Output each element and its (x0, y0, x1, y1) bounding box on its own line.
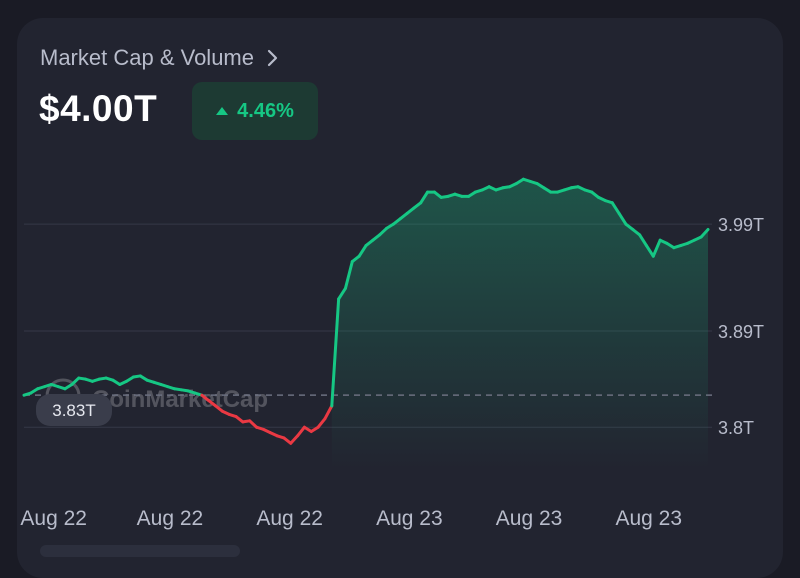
x-tick-label: Aug 23 (615, 507, 682, 530)
y-tick-label: 3.99T (718, 215, 764, 235)
chevron-right-icon (267, 49, 278, 67)
series-segment (337, 286, 347, 301)
change-percent: 4.46% (237, 99, 294, 122)
series-segment (617, 211, 628, 226)
x-tick-label: Aug 23 (376, 507, 443, 530)
x-tick-label: Aug 22 (256, 507, 323, 530)
series-segment (644, 244, 655, 258)
series-segment (323, 404, 334, 421)
series-segment (378, 226, 389, 237)
series-segment (610, 201, 621, 215)
series-segment (357, 244, 368, 258)
y-tick-label: 3.8T (718, 418, 754, 438)
series-segment (289, 434, 300, 445)
series-segment (343, 260, 354, 290)
market-cap-value: $4.00T (39, 88, 158, 129)
x-tick-label: Aug 22 (20, 507, 87, 530)
baseline-label: 3.83T (52, 401, 95, 420)
market-cap-volume-link[interactable]: Market Cap & Volume (40, 45, 282, 71)
series-segment (330, 297, 341, 408)
y-tick-label: 3.89T (718, 322, 764, 342)
bottom-strip (40, 545, 240, 557)
change-badge: 4.46% (192, 82, 318, 140)
series-segment (70, 376, 81, 386)
x-tick-label: Aug 22 (137, 507, 204, 530)
series-segment (699, 227, 710, 239)
series-segment (296, 425, 306, 438)
baseline-label-pill (36, 394, 112, 426)
series-segment (638, 233, 648, 248)
header-title: Market Cap & Volume (40, 45, 254, 70)
arrow-up-icon (216, 107, 229, 115)
x-tick-label: Aug 23 (496, 507, 563, 530)
series-segment (651, 238, 662, 258)
series-segment (248, 419, 259, 429)
area-fill (331, 179, 708, 470)
series-segment (419, 190, 430, 205)
series-segment (316, 417, 327, 429)
